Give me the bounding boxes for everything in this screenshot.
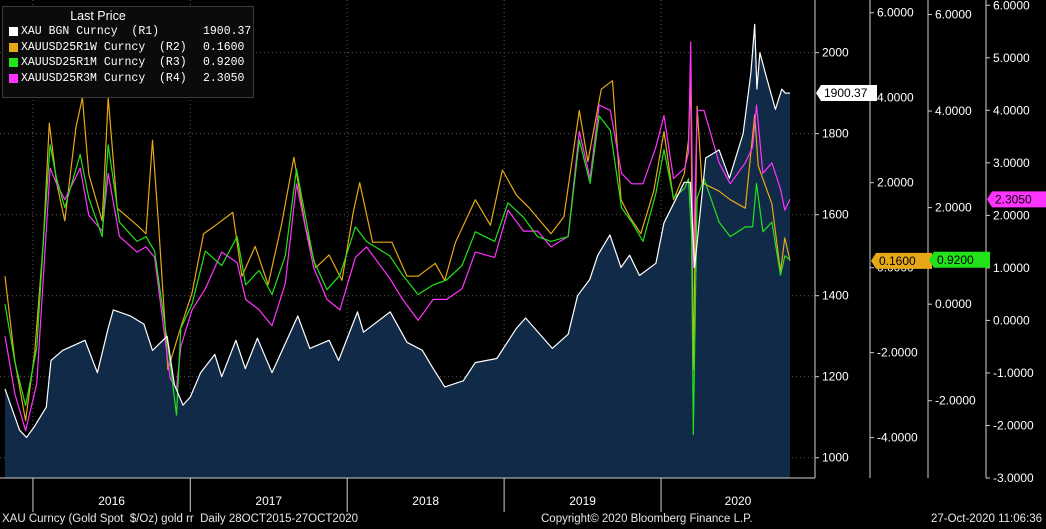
series-area	[5, 24, 790, 479]
legend-swatch	[9, 42, 18, 52]
axis-tick-label: 4.0000	[993, 103, 1030, 117]
axis-tick-label: 5.0000	[993, 51, 1030, 65]
axis-tick-label: 6.0000	[993, 0, 1030, 12]
x-axis-tick-label: 2016	[98, 494, 125, 508]
footer: XAU Curncy (Gold Spot $/Oz) gold rr Dail…	[0, 512, 1046, 529]
legend-series-value: 2.3050	[203, 71, 245, 85]
axis-tick-label: -2.0000	[877, 346, 918, 360]
legend-series-value: 1900.37	[203, 25, 252, 39]
x-axis-tick-label: 2018	[412, 494, 439, 508]
axis-tick-label: 1.0000	[993, 261, 1030, 275]
legend-series-name: XAUUSD25R1W Curncy (R2)	[21, 40, 187, 54]
axis-tick-label: 1600	[822, 208, 849, 222]
legend-item: XAU BGN Curncy (R1) 1900.37	[3, 24, 253, 40]
footer-description: XAU Curncy (Gold Spot $/Oz) gold rr Dail…	[2, 513, 359, 525]
axis-tick-label: 2.0000	[877, 176, 914, 190]
axis-tick-label: 1400	[822, 289, 849, 303]
axis-tick-label: 3.0000	[993, 156, 1030, 170]
axis-tick-label: 4.0000	[935, 104, 972, 118]
axis-tick-label: 1800	[822, 127, 849, 141]
last-value-tag	[871, 252, 932, 269]
axis-tick-label: -2.0000	[935, 394, 976, 408]
legend-swatch	[9, 73, 18, 83]
x-axis-tick-label: 2017	[255, 494, 282, 508]
legend-swatch	[9, 27, 18, 37]
axis-tick-label: 1000	[822, 451, 849, 465]
x-axis-tick-label: 2019	[569, 494, 596, 508]
axis-tick-label: 2.0000	[935, 201, 972, 215]
axis-tick-label: 0.0000	[935, 297, 972, 311]
legend-series-value: 0.9200	[203, 56, 245, 70]
last-value-tag-label: 0.9200	[937, 253, 974, 267]
footer-copyright: Copyright© 2020 Bloomberg Finance L.P.	[541, 513, 753, 525]
axes: 1000 1200 1400 1600 1800 2000 -4.0000 -2.0000 0.…	[814, 0, 1034, 485]
last-value-tag	[816, 85, 877, 102]
legend-series-value: 0.1600	[203, 40, 245, 54]
legend-series-name: XAUUSD25R1M Curncy (R3)	[21, 56, 187, 70]
axis-tick-label: 2.0000	[993, 208, 1030, 222]
series-line	[4, 41, 791, 432]
legend-series-name: XAUUSD25R3M Curncy (R4)	[21, 71, 187, 85]
legend-item: XAUUSD25R1M Curncy (R3) 0.9200	[3, 55, 253, 71]
last-value-tags: 1900.37 0.1600 0.9200 2.3050	[816, 85, 1046, 269]
axis-tick-label: 6.0000	[935, 7, 972, 21]
last-value-tag	[987, 191, 1046, 208]
series-lines	[4, 23, 791, 439]
legend-swatch	[9, 58, 18, 68]
legend-series-name: XAU BGN Curncy (R1)	[21, 25, 160, 39]
axis-tick-label: 0.0000	[993, 313, 1030, 327]
gold-price-area	[5, 24, 790, 479]
axis-tick-label: -3.0000	[993, 471, 1034, 485]
last-value-tag-label: 2.3050	[995, 192, 1032, 206]
series-line	[4, 115, 791, 436]
x-axis-tick-label: 2020	[725, 494, 752, 508]
footer-timestamp: 27-Oct-2020 11:06:36	[930, 513, 1042, 525]
axis-tick-label: 4.0000	[877, 91, 914, 105]
last-value-tag-label: 1900.37	[824, 86, 868, 100]
axis-tick-label: 1200	[822, 370, 849, 384]
series-line	[4, 23, 791, 439]
legend-item: XAUUSD25R1W Curncy (R2) 0.1600	[3, 40, 253, 56]
axis-tick-label: 2000	[822, 46, 849, 60]
axis-tick-label: -2.0000	[993, 418, 1034, 432]
last-value-tag	[929, 251, 990, 268]
axis-tick-label: 6.0000	[877, 6, 914, 20]
legend-title: Last Price	[70, 9, 126, 23]
axis-tick-label: -4.0000	[877, 431, 918, 445]
last-value-tag-label: 0.1600	[879, 254, 916, 268]
legend-item: XAUUSD25R3M Curncy (R4) 2.3050	[3, 71, 253, 87]
x-axis: 2016 2017 2018 2019 2020	[0, 477, 815, 512]
legend: Last Price XAU BGN Curncy (R1) 1900.37 X…	[2, 6, 254, 98]
axis-tick-label: -1.0000	[993, 366, 1034, 380]
